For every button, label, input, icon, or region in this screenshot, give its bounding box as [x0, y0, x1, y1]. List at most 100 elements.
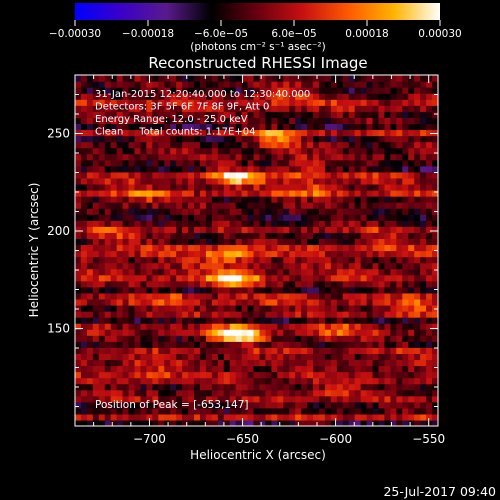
- heatmap-cell: [170, 202, 177, 209]
- heatmap-cell: [128, 93, 136, 100]
- heatmap-cell: [116, 105, 124, 112]
- heatmap-cell: [307, 377, 314, 385]
- heatmap-cell: [116, 359, 124, 367]
- heatmap-cell: [176, 177, 183, 185]
- heatmap-cell: [265, 105, 272, 112]
- heatmap-cell: [146, 371, 153, 379]
- heatmap-cell: [128, 165, 136, 173]
- heatmap-cell: [324, 105, 332, 112]
- heatmap-cell: [408, 256, 415, 264]
- heatmap-cell: [75, 177, 82, 185]
- heatmap-cell: [247, 232, 255, 239]
- heatmap-cell: [342, 189, 350, 197]
- heatmap-cell: [283, 171, 290, 179]
- heatmap-cell: [229, 413, 237, 421]
- heatmap-cell: [140, 111, 148, 118]
- heatmap-cell: [223, 220, 231, 227]
- heatmap-cell: [283, 196, 290, 203]
- heatmap-cell: [104, 298, 112, 306]
- heatmap-cell: [396, 196, 403, 203]
- heatmap-cell: [402, 141, 409, 149]
- heatmap-cell: [235, 377, 243, 385]
- heatmap-cell: [301, 341, 308, 348]
- heatmap-cell: [164, 196, 171, 203]
- heatmap-cell: [432, 147, 438, 155]
- heatmap-cell: [92, 262, 100, 270]
- heatmap-cell: [110, 377, 118, 385]
- colorbar-tick-label: 6.0e−05: [271, 28, 316, 40]
- heatmap-cell: [259, 286, 267, 294]
- heatmap-cell: [366, 93, 374, 100]
- heatmap-cell: [235, 183, 243, 191]
- heatmap-cell: [324, 347, 332, 354]
- heatmap-cell: [182, 401, 189, 409]
- heatmap-cell: [396, 359, 403, 367]
- heatmap-cell: [140, 359, 148, 367]
- heatmap-cell: [253, 371, 261, 379]
- heatmap-cell: [75, 311, 82, 318]
- heatmap-cell: [116, 81, 124, 88]
- heatmap-cell: [188, 159, 195, 167]
- heatmap-cell: [188, 165, 195, 173]
- heatmap-cell: [122, 359, 130, 367]
- heatmap-cell: [354, 377, 362, 385]
- heatmap-cell: [170, 280, 177, 288]
- heatmap-cell: [265, 232, 272, 239]
- heatmap-cell: [426, 292, 433, 300]
- heatmap-cell: [211, 413, 219, 421]
- heatmap-cell: [199, 292, 207, 300]
- heatmap-cell: [384, 183, 391, 191]
- heatmap-cell: [176, 419, 183, 426]
- heatmap-cell: [229, 159, 237, 167]
- heatmap-cell: [164, 87, 171, 94]
- heatmap-cell: [354, 323, 362, 330]
- heatmap-cell: [188, 317, 195, 324]
- heatmap-cell: [402, 177, 409, 185]
- heatmap-cell: [414, 274, 421, 282]
- heatmap-cell: [307, 389, 314, 397]
- heatmap-cell: [372, 171, 380, 179]
- heatmap-cell: [372, 232, 380, 239]
- heatmap-cell: [354, 171, 362, 179]
- heatmap-cell: [158, 329, 165, 336]
- heatmap-cell: [152, 268, 159, 276]
- heatmap-cell: [408, 123, 415, 131]
- heatmap-cell: [205, 147, 213, 155]
- heatmap-cell: [110, 250, 118, 258]
- heatmap-cell: [217, 286, 225, 294]
- heatmap-cell: [241, 202, 249, 209]
- heatmap-cell: [259, 153, 267, 161]
- heatmap-cell: [259, 226, 267, 233]
- heatmap-cell: [318, 183, 326, 191]
- heatmap-cell: [75, 117, 82, 125]
- heatmap-cell: [128, 250, 136, 258]
- heatmap-cell: [128, 177, 136, 185]
- heatmap-cell: [390, 377, 397, 385]
- heatmap-cell: [432, 401, 438, 409]
- heatmap-cell: [122, 244, 130, 252]
- heatmap-cell: [432, 75, 438, 82]
- heatmap-cell: [223, 365, 231, 373]
- heatmap-cell: [92, 419, 100, 426]
- heatmap-cell: [366, 317, 374, 324]
- heatmap-cell: [360, 311, 368, 318]
- heatmap-cell: [122, 177, 130, 185]
- heatmap-cell: [426, 359, 433, 367]
- heatmap-cell: [75, 111, 82, 118]
- heatmap-cell: [176, 317, 183, 324]
- heatmap-cell: [342, 383, 350, 391]
- heatmap-cell: [271, 371, 278, 379]
- heatmap-cell: [396, 329, 403, 336]
- colorbar-tick-label: 0.00018: [345, 28, 388, 40]
- heatmap-cell: [247, 317, 255, 324]
- heatmap-cell: [420, 341, 427, 348]
- heatmap-cell: [140, 214, 148, 221]
- heatmap-cell: [372, 75, 380, 82]
- heatmap-cell: [98, 413, 106, 421]
- heatmap-cell: [86, 220, 94, 227]
- heatmap-cell: [336, 317, 344, 324]
- heatmap-cell: [247, 335, 255, 342]
- heatmap-cell: [283, 395, 290, 403]
- heatmap-cell: [140, 220, 148, 227]
- heatmap-cell: [342, 335, 350, 342]
